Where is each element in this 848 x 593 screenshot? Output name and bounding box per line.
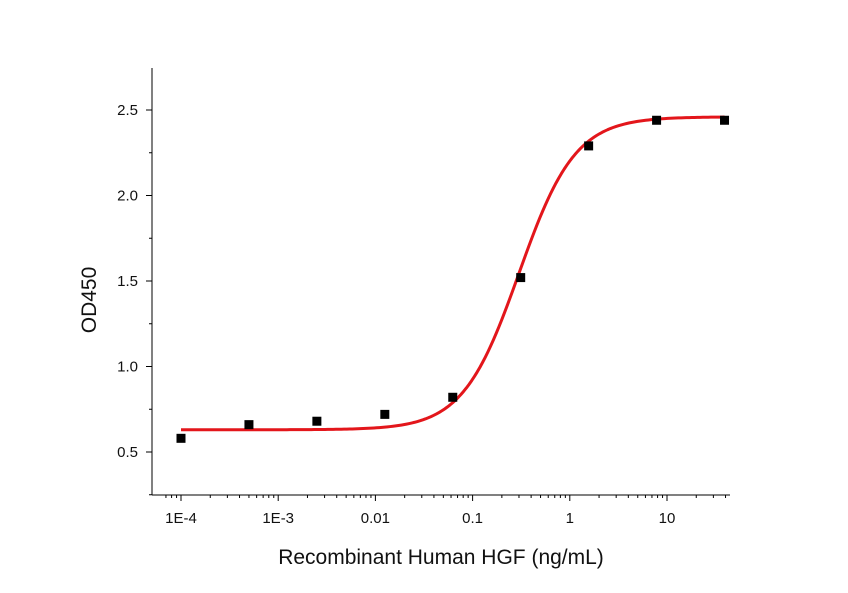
fit-curve xyxy=(181,115,725,432)
y-tick-label: 2.0 xyxy=(117,188,138,205)
data-point xyxy=(380,409,390,419)
data-point xyxy=(312,416,322,426)
fit-curve-layer xyxy=(181,115,725,432)
data-point xyxy=(652,115,662,125)
y-tick-label: 1.5 xyxy=(117,273,138,290)
y-tick-label: 1.0 xyxy=(117,359,138,376)
x-axis-title: Recombinant Human HGF (ng/mL) xyxy=(278,546,604,569)
data-point xyxy=(720,115,730,125)
data-point xyxy=(176,433,186,443)
x-tick-label: 1E-3 xyxy=(262,510,294,527)
y-tick-label: 2.5 xyxy=(117,102,138,119)
x-tick-label: 0.01 xyxy=(361,510,390,527)
x-ticks: 1E-4 1E-3 0.01 0.1 1 10 xyxy=(165,495,727,527)
x-tick-label: 0.1 xyxy=(462,510,483,527)
y-tick-label: 0.5 xyxy=(117,444,138,461)
x-tick-label: 1E-4 xyxy=(165,510,197,527)
data-points-layer xyxy=(176,115,730,443)
data-point xyxy=(448,392,458,402)
x-tick-label: 10 xyxy=(659,510,676,527)
data-point xyxy=(516,273,526,283)
x-tick-label: 1 xyxy=(566,510,574,527)
y-ticks: 0.5 1.0 1.5 2.0 2.5 xyxy=(117,102,152,496)
data-point xyxy=(244,420,254,430)
y-axis-title: OD450 xyxy=(78,267,101,334)
data-point xyxy=(584,141,594,151)
